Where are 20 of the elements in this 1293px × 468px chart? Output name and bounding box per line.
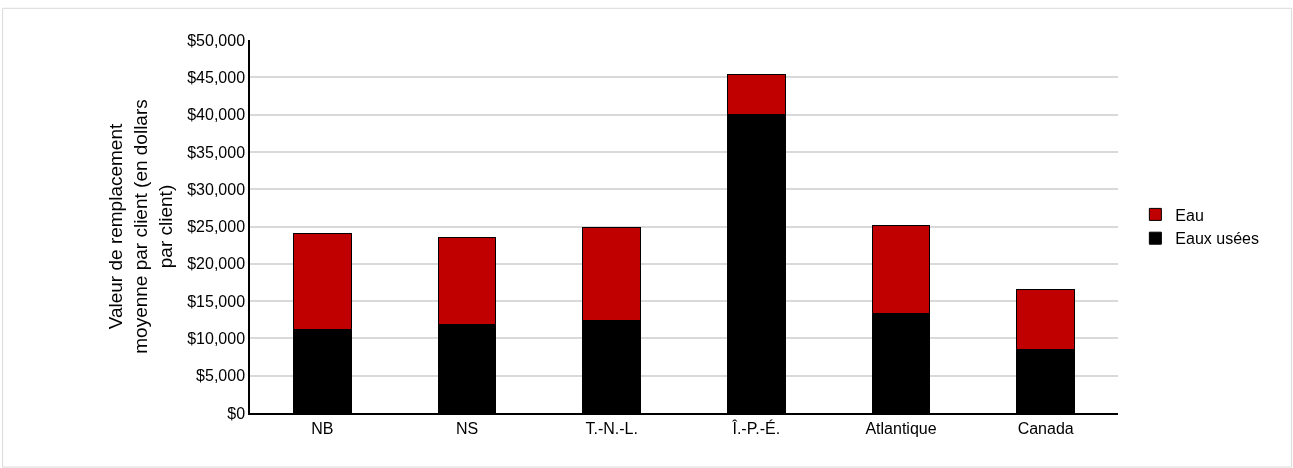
y-tick-label: $20,000 [187,255,246,273]
y-tick-label: $35,000 [187,143,246,161]
y-axis-title: Valeur de remplacement moyenne par client (en dollars par client) [105,99,176,354]
y-tick-label: $5,000 [196,367,246,385]
y-tick-label: $45,000 [187,68,246,86]
x-tick-label: Atlantique [865,419,937,437]
y-tick-label: $25,000 [187,218,246,236]
x-tick-label: Î.-P.-É. [731,418,781,437]
y-tick-label: $15,000 [187,292,246,310]
y-tick-label: $10,000 [187,330,246,347]
y-tick-label: $40,000 [187,106,246,124]
legend-label: Eaux usées [1175,230,1259,248]
y-tick-label: $30,000 [187,180,246,198]
y-tick-label: $0 [227,404,246,422]
x-tick-label: Canada [1017,419,1074,437]
legend-label: Eau [1175,206,1204,224]
y-tick-label: $50,000 [187,31,246,49]
x-tick-label: NB [311,419,334,437]
x-tick-label: NS [455,419,479,437]
x-tick-label: T.-N.-L. [585,419,638,437]
